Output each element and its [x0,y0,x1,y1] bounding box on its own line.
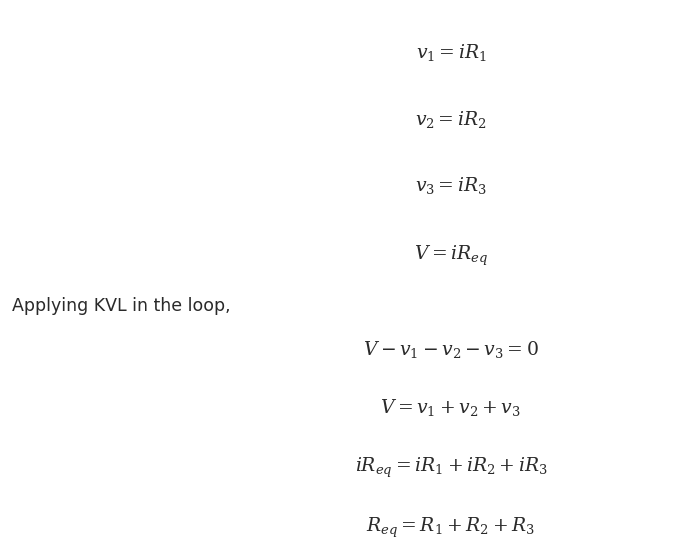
Text: $V = v_{1} + v_{2} + v_{3}$: $V = v_{1} + v_{2} + v_{3}$ [380,397,522,418]
Text: $v_{1} = iR_{1}$: $v_{1} = iR_{1}$ [415,42,487,63]
Text: $V - v_{1} - v_{2} - v_{3} = 0$: $V - v_{1} - v_{2} - v_{3} = 0$ [363,338,539,360]
Text: $iR_{eq} = iR_{1} + iR_{2} + iR_{3}$: $iR_{eq} = iR_{1} + iR_{2} + iR_{3}$ [355,456,547,480]
Text: $R_{eq} = R_{1} + R_{2} + R_{3}$: $R_{eq} = R_{1} + R_{2} + R_{3}$ [366,516,536,540]
Text: $V = iR_{eq}$: $V = iR_{eq}$ [414,244,488,268]
Text: $v_{2} = iR_{2}$: $v_{2} = iR_{2}$ [415,109,487,130]
Text: Applying KVL in the loop,: Applying KVL in the loop, [12,297,231,315]
Text: $v_{3} = iR_{3}$: $v_{3} = iR_{3}$ [415,175,487,196]
